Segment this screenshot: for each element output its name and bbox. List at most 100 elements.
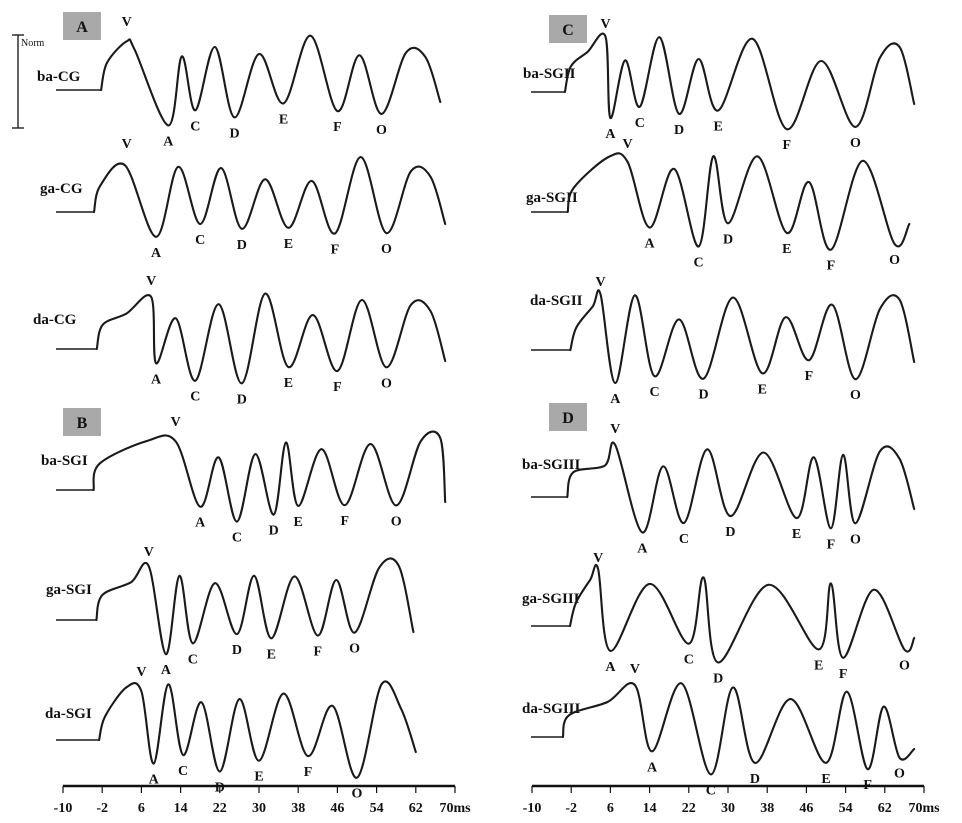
trace-waveform [95,557,415,656]
peak-label-d: D [269,524,279,539]
trace-label: ga-SGII [526,190,578,206]
peak-label-d: D [713,671,723,686]
time-axis-tick-label: 62 [409,801,423,816]
peak-label-c: C [190,119,200,134]
peak-label-v: V [144,545,154,560]
peak-label-a: A [645,237,656,252]
peak-label-e: E [267,647,276,662]
peak-label-c: C [706,783,716,798]
time-axis-tick-label: 54 [839,801,853,816]
peak-label-d: D [215,781,225,796]
peak-label-a: A [647,760,658,775]
time-axis-tick-label: 14 [643,801,657,816]
time-axis-tick-label: 70ms [908,801,940,816]
trace-label: da-SGIII [522,701,581,717]
time-axis-tick-label: 22 [682,801,696,816]
peak-label-o: O [850,532,861,547]
peak-label-e: E [758,382,767,397]
trace-waveform [92,156,447,238]
peak-label-o: O [850,136,861,151]
panel-label: D [562,410,574,427]
panel-label: A [76,19,88,36]
peak-label-e: E [782,242,791,257]
time-axis-tick-label: 38 [760,801,774,816]
trace-label: ga-SGI [46,582,92,598]
trace-waveform [561,682,916,776]
peak-label-v: V [622,137,632,152]
peak-label-o: O [381,376,392,391]
trace-label: ga-SGIII [522,591,580,607]
time-axis-tick-label: -2 [565,801,577,816]
peak-label-v: V [600,17,610,32]
time-axis-tick-label: 22 [213,801,227,816]
panel-label: B [77,415,88,432]
peak-label-e: E [714,119,723,134]
time-axis-tick-label: 6 [607,801,614,816]
peak-label-c: C [635,116,645,131]
panel-label-box [63,408,101,436]
time-axis-tick-label: 54 [370,801,384,816]
peak-label-c: C [694,255,704,270]
peak-label-f: F [827,259,836,274]
trace-label: ba-CG [37,69,81,85]
peak-label-c: C [679,532,689,547]
peak-label-v: V [630,662,640,677]
peak-label-f: F [333,380,342,395]
peak-label-a: A [161,663,172,678]
peak-label-o: O [889,253,900,268]
peak-label-c: C [190,390,200,405]
peak-label-a: A [163,134,174,149]
peak-label-d: D [750,772,760,787]
peak-label-e: E [821,772,830,787]
peak-label-v: V [122,15,132,30]
peak-label-d: D [674,123,684,138]
peak-label-d: D [232,643,242,658]
peak-label-e: E [294,515,303,530]
panel-label: C [562,22,574,39]
trace-label: ba-SGI [41,453,88,469]
time-axis-tick-label: 30 [252,801,266,816]
peak-label-e: E [279,112,288,127]
peak-label-a: A [605,127,616,142]
peak-label-o: O [376,123,387,138]
peak-label-a: A [637,541,648,556]
time-axis-tick-label: -10 [523,801,542,816]
peak-label-f: F [839,667,848,682]
scale-bar-label: Norm [21,38,45,49]
time-axis-tick-label: 14 [174,801,188,816]
peak-label-v: V [610,422,620,437]
peak-label-a: A [151,246,162,261]
peak-label-c: C [195,233,205,248]
peak-label-d: D [229,126,239,141]
peak-label-f: F [863,778,872,793]
trace-waveform [566,441,916,534]
time-axis-tick-label: 70ms [439,801,471,816]
trace-label: ba-SGII [523,66,576,82]
time-axis-tick-label: 62 [878,801,892,816]
peak-label-o: O [391,514,402,529]
peak-label-v: V [136,665,146,680]
peak-label-v: V [593,551,603,566]
peak-label-f: F [340,514,349,529]
peak-label-c: C [188,652,198,667]
peak-label-a: A [195,516,206,531]
trace-waveform [568,563,916,664]
peak-label-d: D [725,525,735,540]
trace-waveform [563,32,916,131]
peak-label-d: D [723,232,733,247]
trace-label: da-SGI [45,706,92,722]
trace-waveform [566,152,911,251]
peak-label-o: O [352,787,363,802]
peak-label-f: F [805,369,814,384]
peak-label-f: F [333,120,342,135]
peak-label-e: E [254,770,263,785]
trace-label: da-CG [33,312,77,328]
peak-label-e: E [284,376,293,391]
peak-label-f: F [331,243,340,258]
peak-label-o: O [894,767,905,782]
trace-label: ba-SGIII [522,457,581,473]
peak-label-f: F [827,537,836,552]
peak-label-a: A [151,372,162,387]
peak-label-d: D [237,392,247,407]
